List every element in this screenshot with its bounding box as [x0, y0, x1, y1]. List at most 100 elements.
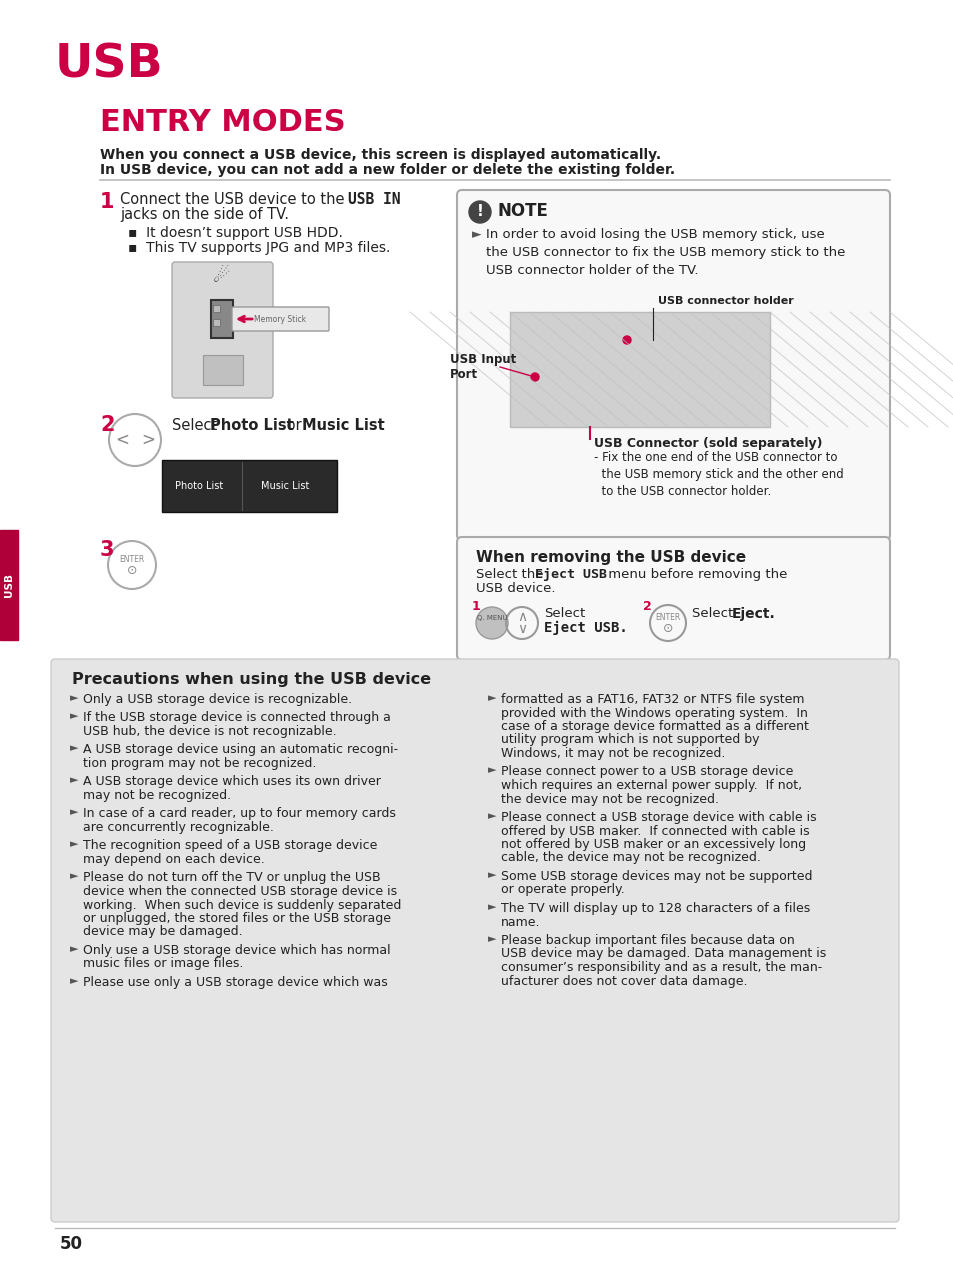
- Text: USB connector holder: USB connector holder: [658, 296, 793, 307]
- Text: >: >: [141, 431, 154, 449]
- Bar: [0, 530, 18, 640]
- Text: 1: 1: [472, 600, 480, 613]
- Text: ⊙: ⊙: [127, 563, 137, 576]
- Text: the device may not be recognized.: the device may not be recognized.: [500, 792, 719, 805]
- Bar: [162, 460, 336, 513]
- Text: menu before removing the: menu before removing the: [603, 569, 786, 581]
- Text: Eject USB.: Eject USB.: [543, 621, 627, 635]
- Text: Precautions when using the USB device: Precautions when using the USB device: [71, 672, 431, 687]
- Bar: [211, 300, 233, 338]
- Text: Select: Select: [172, 418, 222, 432]
- Text: ►: ►: [488, 812, 496, 820]
- Text: ►: ►: [70, 744, 78, 753]
- Text: Only use a USB storage device which has normal: Only use a USB storage device which has …: [83, 944, 390, 957]
- Text: A USB storage device which uses its own driver: A USB storage device which uses its own …: [83, 776, 380, 789]
- Text: In USB device, you can not add a new folder or delete the existing folder.: In USB device, you can not add a new fol…: [100, 163, 675, 177]
- Text: utility program which is not supported by: utility program which is not supported b…: [500, 734, 759, 747]
- Circle shape: [476, 607, 507, 639]
- Text: ∧: ∧: [517, 611, 526, 625]
- Text: ►: ►: [488, 693, 496, 703]
- Text: cable, the device may not be recognized.: cable, the device may not be recognized.: [500, 851, 760, 865]
- Text: The TV will display up to 128 characters of a files: The TV will display up to 128 characters…: [500, 902, 809, 915]
- Text: In order to avoid losing the USB memory stick, use
the USB connector to fix the : In order to avoid losing the USB memory …: [485, 228, 844, 277]
- Text: tion program may not be recognized.: tion program may not be recognized.: [83, 757, 316, 770]
- Text: .: .: [370, 418, 375, 432]
- Text: music files or image files.: music files or image files.: [83, 958, 243, 971]
- Bar: [510, 312, 769, 427]
- Text: not offered by USB maker or an excessively long: not offered by USB maker or an excessive…: [500, 838, 805, 851]
- Text: 2: 2: [642, 600, 651, 613]
- Text: ⊙: ⊙: [662, 622, 673, 636]
- Text: ►: ►: [70, 840, 78, 850]
- Text: offered by USB maker.  If connected with cable is: offered by USB maker. If connected with …: [500, 824, 809, 837]
- Text: or operate properly.: or operate properly.: [500, 884, 624, 897]
- Text: Please use only a USB storage device which was: Please use only a USB storage device whi…: [83, 976, 387, 990]
- Text: ►: ►: [70, 693, 78, 703]
- Text: Eject.: Eject.: [731, 607, 775, 621]
- Text: The recognition speed of a USB storage device: The recognition speed of a USB storage d…: [83, 840, 377, 852]
- Circle shape: [531, 373, 538, 382]
- FancyBboxPatch shape: [456, 190, 889, 541]
- Text: ►: ►: [70, 776, 78, 786]
- Text: Memory Stick: Memory Stick: [253, 314, 306, 323]
- Text: ufacturer does not cover data damage.: ufacturer does not cover data damage.: [500, 974, 747, 987]
- Text: A USB storage device using an automatic recogni-: A USB storage device using an automatic …: [83, 744, 397, 757]
- Text: USB IN: USB IN: [348, 192, 400, 207]
- Circle shape: [622, 336, 630, 343]
- Text: <: <: [115, 431, 129, 449]
- Text: Photo List: Photo List: [210, 418, 294, 432]
- Text: ∨: ∨: [517, 622, 526, 636]
- Text: USB hub, the device is not recognizable.: USB hub, the device is not recognizable.: [83, 725, 336, 738]
- FancyBboxPatch shape: [172, 262, 273, 398]
- Text: ENTER: ENTER: [119, 555, 145, 563]
- Text: USB: USB: [4, 572, 14, 597]
- Text: 1: 1: [100, 192, 114, 212]
- Text: Q. MENU: Q. MENU: [476, 614, 507, 621]
- Text: NOTE: NOTE: [497, 202, 548, 220]
- Text: may depend on each device.: may depend on each device.: [83, 854, 265, 866]
- Text: Music List: Music List: [260, 481, 309, 491]
- Text: or: or: [282, 418, 306, 432]
- Text: Only a USB storage device is recognizable.: Only a USB storage device is recognizabl…: [83, 693, 352, 706]
- Bar: [213, 319, 220, 326]
- Text: Please backup important files because data on: Please backup important files because da…: [500, 934, 794, 946]
- Text: may not be recognized.: may not be recognized.: [83, 789, 231, 803]
- Text: Select: Select: [691, 607, 737, 619]
- Text: jacks on the side of TV.: jacks on the side of TV.: [120, 207, 289, 223]
- FancyBboxPatch shape: [51, 659, 898, 1222]
- Text: USB device may be damaged. Data management is: USB device may be damaged. Data manageme…: [500, 948, 825, 960]
- Text: ▪  This TV supports JPG and MP3 files.: ▪ This TV supports JPG and MP3 files.: [128, 240, 390, 254]
- Text: which requires an external power supply.  If not,: which requires an external power supply.…: [500, 778, 801, 792]
- FancyBboxPatch shape: [456, 537, 889, 660]
- Text: ►: ►: [70, 808, 78, 818]
- Text: ►: ►: [488, 870, 496, 880]
- Text: Windows, it may not be recognized.: Windows, it may not be recognized.: [500, 747, 724, 759]
- Text: are concurrently recognizable.: are concurrently recognizable.: [83, 820, 274, 834]
- Text: USB: USB: [55, 42, 164, 86]
- Text: working.  When such device is suddenly separated: working. When such device is suddenly se…: [83, 898, 401, 912]
- Text: In case of a card reader, up to four memory cards: In case of a card reader, up to four mem…: [83, 808, 395, 820]
- Text: USB Input
Port: USB Input Port: [450, 354, 516, 382]
- FancyBboxPatch shape: [232, 307, 329, 331]
- Text: - Fix the one end of the USB connector to
  the USB memory stick and the other e: - Fix the one end of the USB connector t…: [594, 452, 842, 499]
- Text: ▪  It doesn’t support USB HDD.: ▪ It doesn’t support USB HDD.: [128, 226, 342, 240]
- Text: Please do not turn off the TV or unplug the USB: Please do not turn off the TV or unplug …: [83, 871, 380, 884]
- Text: Select: Select: [543, 607, 584, 619]
- Bar: [213, 305, 220, 312]
- Text: device may be damaged.: device may be damaged.: [83, 926, 242, 939]
- Text: Please connect power to a USB storage device: Please connect power to a USB storage de…: [500, 766, 793, 778]
- Text: 50: 50: [60, 1235, 83, 1253]
- Text: case of a storage device formatted as a different: case of a storage device formatted as a …: [500, 720, 808, 733]
- Text: If the USB storage device is connected through a: If the USB storage device is connected t…: [83, 711, 391, 725]
- Bar: [203, 355, 243, 385]
- Text: Music List: Music List: [302, 418, 384, 432]
- Text: ►: ►: [472, 228, 481, 240]
- Text: formatted as a FAT16, FAT32 or NTFS file system: formatted as a FAT16, FAT32 or NTFS file…: [500, 693, 803, 706]
- Text: ►: ►: [488, 934, 496, 944]
- Text: consumer’s responsibility and as a result, the man-: consumer’s responsibility and as a resul…: [500, 962, 821, 974]
- Text: USB device.: USB device.: [476, 583, 555, 595]
- Text: ►: ►: [488, 766, 496, 776]
- Text: Connect the USB device to the: Connect the USB device to the: [120, 192, 349, 207]
- Text: Photo List: Photo List: [174, 481, 223, 491]
- Text: Please connect a USB storage device with cable is: Please connect a USB storage device with…: [500, 812, 816, 824]
